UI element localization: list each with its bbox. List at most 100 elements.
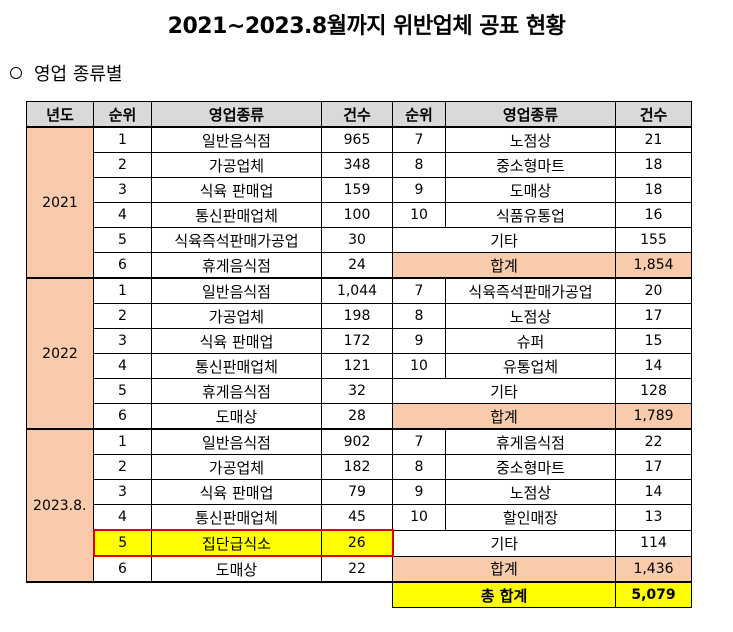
other-label-cell: 기타	[392, 529, 616, 557]
header-row: 년도 순위 영업종류 건수 순위 영업종류 건수	[26, 101, 692, 128]
rank-cell: 4	[93, 353, 152, 379]
rank-cell: 7	[392, 428, 446, 455]
page-title: 2021~2023.8월까지 위반업체 공표 현황	[167, 14, 566, 39]
table-row: 2 가공업체 348 8 중소형마트 18	[27, 152, 692, 178]
table-row: 4 통신판매업체 45 10 할인매장 13	[27, 504, 692, 531]
violations-table: 년도 순위 영업종류 건수 순위 영업종류 건수 2021 1 일반음식점 965 7 노…	[26, 101, 692, 608]
business-type-cell: 식육즉석판매가공업	[445, 277, 616, 304]
count-cell: 1,044	[321, 277, 393, 304]
count-cell: 17	[615, 303, 692, 329]
subtotal-count-cell: 1,854	[615, 252, 692, 279]
count-cell: 13	[615, 504, 692, 531]
other-count-cell: 114	[615, 529, 692, 557]
rank-cell: 7	[392, 126, 446, 153]
business-type-cell: 노점상	[445, 126, 616, 153]
grand-total-label: 총 합계	[392, 581, 616, 608]
business-type-cell: 가공업체	[151, 454, 322, 480]
rank-cell: 5	[92, 529, 152, 557]
header-cell: 건수	[615, 101, 692, 128]
table-row: 5 식육즉석판매가공업 30 기타 155	[27, 227, 692, 253]
table-row: 3 식육 판매업 172 9 슈퍼 15	[27, 328, 692, 354]
count-cell: 159	[321, 177, 393, 203]
count-cell: 17	[615, 454, 692, 480]
count-cell: 79	[321, 479, 393, 505]
other-count-cell: 155	[615, 227, 692, 253]
count-cell: 198	[321, 303, 393, 329]
count-cell: 965	[321, 126, 393, 153]
rank-cell: 5	[93, 378, 152, 404]
rank-cell: 2	[93, 152, 152, 178]
rank-cell: 8	[392, 152, 446, 178]
business-type-cell: 중소형마트	[445, 152, 616, 178]
blank-cell	[151, 581, 322, 608]
table-row: 6 도매상 22 합계 1,436	[27, 555, 692, 583]
business-type-cell: 통신판매업체	[151, 202, 322, 228]
business-type-cell: 식육 판매업	[151, 479, 322, 505]
rank-cell: 4	[93, 202, 152, 228]
blank-cell	[26, 581, 94, 608]
business-type-cell: 통신판매업체	[151, 504, 322, 531]
table-row: 5 휴게음식점 32 기타 128	[27, 378, 692, 404]
table-row: 6 휴게음식점 24 합계 1,854	[27, 252, 692, 279]
count-cell: 14	[615, 479, 692, 505]
table-row: 3 식육 판매업 79 9 노점상 14	[27, 479, 692, 505]
count-cell: 20	[615, 277, 692, 304]
subtotal-label-cell: 합계	[392, 252, 616, 279]
business-type-cell: 식육즉석판매가공업	[151, 227, 322, 253]
circle-bullet-icon	[10, 67, 22, 79]
count-cell: 172	[321, 328, 393, 354]
other-label-cell: 기타	[392, 378, 616, 404]
business-type-cell: 일반음식점	[151, 277, 322, 304]
count-cell: 15	[615, 328, 692, 354]
rank-cell: 9	[392, 177, 446, 203]
header-cell: 영업종류	[151, 101, 322, 128]
rank-cell: 3	[93, 177, 152, 203]
rank-cell: 5	[93, 227, 152, 253]
year-cell: 2023.8.	[26, 428, 94, 583]
business-type-cell: 중소형마트	[445, 454, 616, 480]
other-count-cell: 128	[615, 378, 692, 404]
table-row: 5 집단급식소 26 기타 114	[27, 529, 692, 557]
count-cell: 902	[321, 428, 393, 455]
count-cell: 100	[321, 202, 393, 228]
rank-cell: 8	[392, 303, 446, 329]
rank-cell: 3	[93, 328, 152, 354]
business-type-cell: 슈퍼	[445, 328, 616, 354]
blank-cell	[321, 581, 393, 608]
subtotal-label-cell: 합계	[392, 555, 616, 583]
table-row: 2023.8. 1 일반음식점 902 7 휴게음식점 22	[26, 428, 692, 583]
header-cell: 건수	[321, 101, 393, 128]
business-type-cell: 유통업체	[445, 353, 616, 379]
business-type-cell: 도매상	[151, 555, 322, 583]
count-cell: 16	[615, 202, 692, 228]
rank-cell: 1	[93, 428, 152, 455]
table-row: 2022 1 일반음식점 1,044 7 식육즉석판매가공업 20	[26, 277, 692, 430]
header-cell: 순위	[392, 101, 446, 128]
rank-cell: 1	[93, 126, 152, 153]
rank-cell: 10	[392, 504, 446, 531]
count-cell: 121	[321, 353, 393, 379]
business-type-cell: 식품유통업	[445, 202, 616, 228]
count-cell: 348	[321, 152, 393, 178]
table-row: 4 통신판매업체 100 10 식품유통업 16	[27, 202, 692, 228]
year-cell: 2022	[26, 277, 94, 430]
business-type-cell: 일반음식점	[151, 428, 322, 455]
other-label-cell: 기타	[392, 227, 616, 253]
business-type-cell: 노점상	[445, 303, 616, 329]
count-cell: 21	[615, 126, 692, 153]
subtitle-text: 영업 종류별	[34, 64, 123, 85]
rank-cell: 2	[93, 454, 152, 480]
business-type-cell: 휴게음식점	[151, 378, 322, 404]
count-cell: 26	[321, 529, 394, 557]
blank-cell	[93, 581, 152, 608]
rank-cell: 8	[392, 454, 446, 480]
header-cell: 순위	[93, 101, 152, 128]
count-cell: 18	[615, 177, 692, 203]
business-type-cell: 통신판매업체	[151, 353, 322, 379]
rank-cell: 6	[93, 252, 152, 279]
business-type-cell: 가공업체	[151, 303, 322, 329]
count-cell: 22	[615, 428, 692, 455]
count-cell: 14	[615, 353, 692, 379]
business-type-cell: 가공업체	[151, 152, 322, 178]
grand-total-count: 5,079	[615, 581, 692, 608]
